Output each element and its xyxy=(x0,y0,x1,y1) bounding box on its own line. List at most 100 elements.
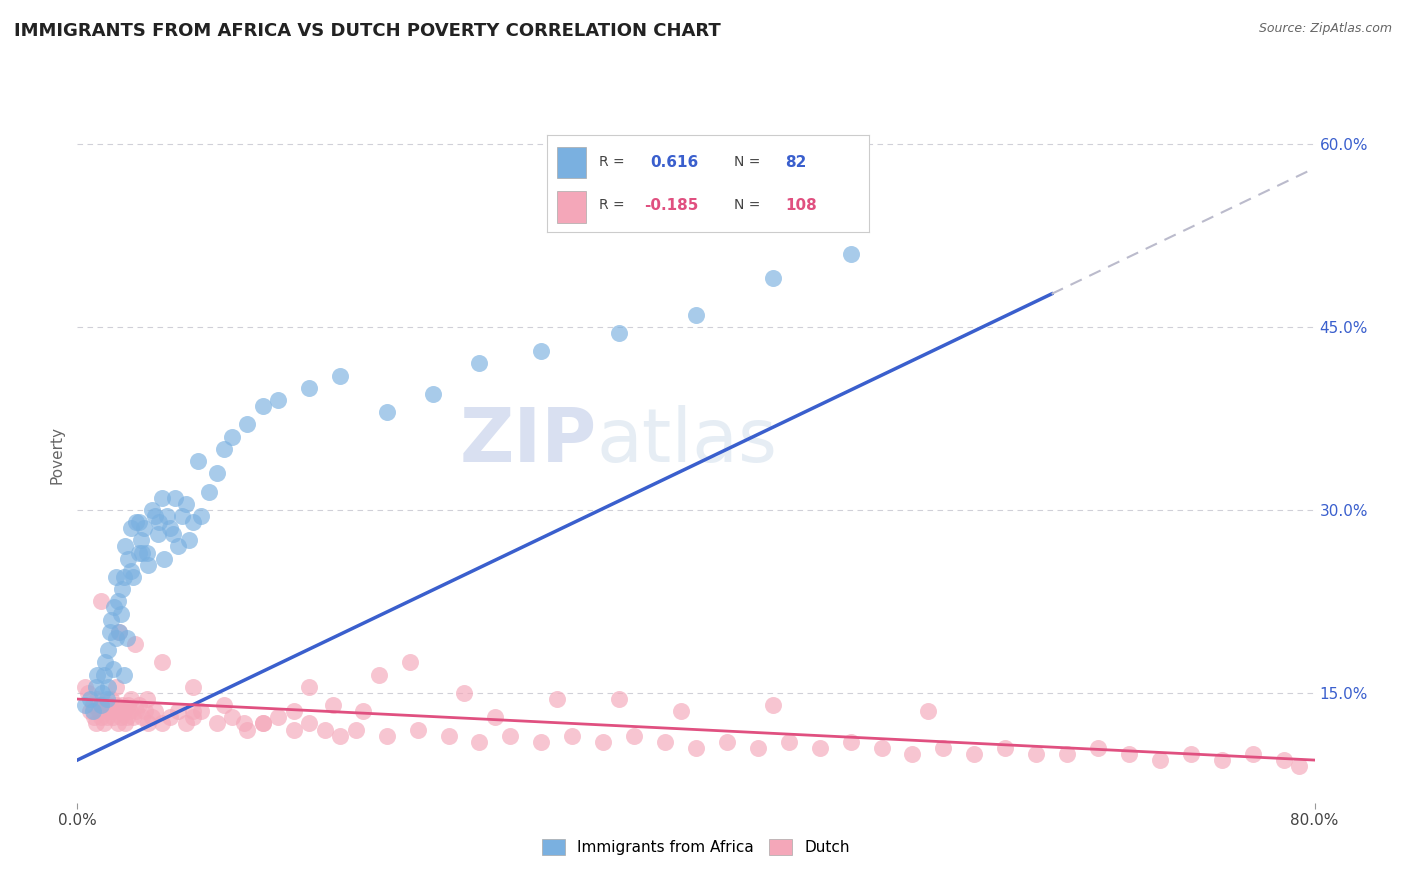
Point xyxy=(124,637,146,651)
Point xyxy=(778,735,800,749)
Point xyxy=(129,533,152,548)
Point xyxy=(329,729,352,743)
Point xyxy=(136,692,159,706)
Point xyxy=(112,570,135,584)
Point xyxy=(172,508,194,523)
Point xyxy=(163,491,186,505)
Point xyxy=(125,704,148,718)
Point xyxy=(132,521,155,535)
Point xyxy=(111,582,134,597)
Point xyxy=(152,716,174,731)
Point xyxy=(187,454,209,468)
Point xyxy=(82,698,104,713)
Point xyxy=(298,716,321,731)
Point xyxy=(183,704,205,718)
Point xyxy=(839,246,862,260)
Point xyxy=(131,710,153,724)
Point xyxy=(159,710,181,724)
Point xyxy=(205,716,228,731)
Point xyxy=(1118,747,1140,761)
Point xyxy=(94,704,117,718)
Point xyxy=(669,704,692,718)
Point xyxy=(1149,753,1171,767)
Point xyxy=(1288,759,1310,773)
Point xyxy=(183,515,205,529)
Point xyxy=(1272,753,1295,767)
Point xyxy=(91,698,114,713)
Point xyxy=(236,723,259,737)
Point xyxy=(530,735,553,749)
Point xyxy=(82,704,104,718)
Point xyxy=(198,484,221,499)
Point xyxy=(375,405,398,419)
Point xyxy=(252,716,274,731)
Text: atlas: atlas xyxy=(598,404,778,477)
Point xyxy=(530,344,553,359)
Point xyxy=(762,698,785,713)
Point xyxy=(146,527,169,541)
Point xyxy=(344,723,367,737)
Point xyxy=(86,692,108,706)
Point xyxy=(283,723,305,737)
Point xyxy=(762,271,785,285)
Point xyxy=(121,692,143,706)
Y-axis label: Poverty: Poverty xyxy=(49,425,65,484)
Point xyxy=(94,656,117,670)
Point xyxy=(96,692,118,706)
Point xyxy=(87,704,110,718)
Point xyxy=(96,710,118,724)
Point xyxy=(453,686,475,700)
Point xyxy=(90,698,112,713)
Point xyxy=(86,667,108,681)
Point xyxy=(499,729,522,743)
Point xyxy=(93,667,115,681)
Point xyxy=(221,710,243,724)
Point xyxy=(105,680,128,694)
Point xyxy=(159,521,181,535)
Point xyxy=(138,558,160,572)
Point xyxy=(90,710,112,724)
Point xyxy=(107,594,129,608)
Point xyxy=(1087,740,1109,755)
Point xyxy=(221,429,243,443)
Point xyxy=(138,716,160,731)
Point xyxy=(167,540,190,554)
Point xyxy=(115,631,138,645)
Point xyxy=(128,698,150,713)
Point xyxy=(108,624,131,639)
Point xyxy=(128,545,150,559)
Point xyxy=(329,368,352,383)
Point xyxy=(654,735,676,749)
Point xyxy=(115,710,138,724)
Point xyxy=(214,698,236,713)
Point xyxy=(121,564,143,578)
Point xyxy=(114,716,136,731)
Point xyxy=(121,521,143,535)
Point xyxy=(101,661,124,675)
Point xyxy=(83,710,105,724)
Point xyxy=(808,740,831,755)
Point xyxy=(111,698,134,713)
Point xyxy=(152,656,174,670)
Point xyxy=(108,704,131,718)
Point xyxy=(183,710,205,724)
Point xyxy=(125,515,148,529)
Point xyxy=(101,710,124,724)
Point xyxy=(153,551,176,566)
Point xyxy=(134,704,156,718)
Point xyxy=(870,740,893,755)
Point xyxy=(901,747,924,761)
Point xyxy=(108,624,131,639)
Point xyxy=(283,704,305,718)
Point xyxy=(1025,747,1047,761)
Point xyxy=(422,387,444,401)
Point xyxy=(75,680,96,694)
Point xyxy=(190,704,212,718)
Point xyxy=(298,381,321,395)
Point xyxy=(117,698,139,713)
Point xyxy=(174,716,197,731)
Point xyxy=(97,680,120,694)
Point xyxy=(623,729,645,743)
Point xyxy=(131,545,153,559)
Point xyxy=(468,735,491,749)
